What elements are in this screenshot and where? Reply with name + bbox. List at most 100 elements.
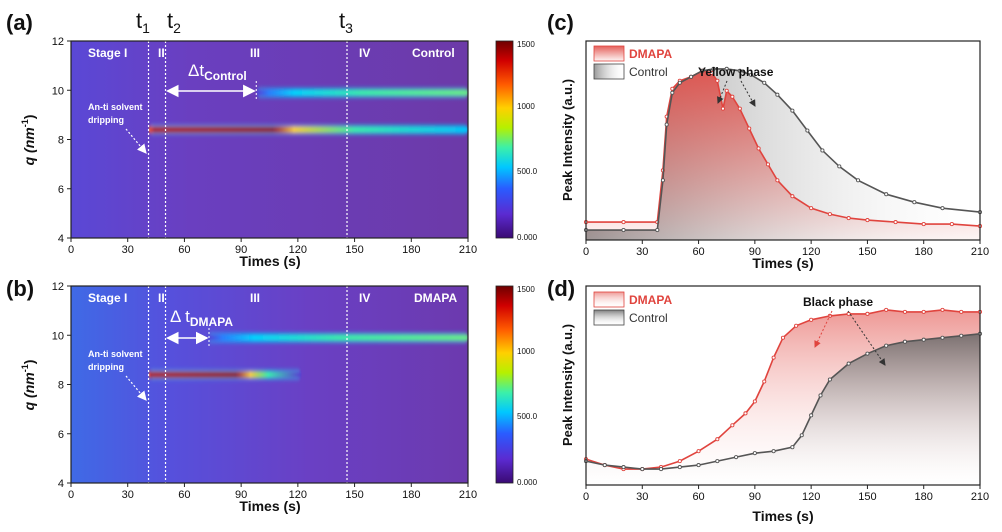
- panel-a-cb-1000: 1000: [517, 102, 535, 111]
- data-point-control: [809, 413, 814, 418]
- data-point-control: [700, 68, 705, 73]
- panel-a-stage-2: II: [158, 46, 165, 60]
- panel-a-stage-4: IV: [359, 46, 370, 60]
- data-point-control: [820, 148, 825, 153]
- data-point-dmapa: [809, 206, 814, 211]
- data-point-dmapa: [771, 355, 776, 360]
- y-tick-label: 6: [58, 184, 64, 196]
- panel-a: (a) Stage I II III IV Control t1 t2 t3 Δ…: [6, 8, 538, 269]
- data-point-dmapa: [730, 94, 735, 99]
- panel-a-bands: [148, 87, 468, 135]
- data-point-control: [921, 337, 926, 342]
- panel-b-y-ticks: 4 6 8 10 12: [52, 281, 71, 490]
- panel-b-tag: DMAPA: [414, 291, 457, 305]
- data-point-control: [799, 433, 804, 438]
- x-tick-label: 60: [692, 246, 704, 258]
- panel-d-annotation-arrow-2: [847, 310, 886, 366]
- data-point-dmapa: [730, 423, 735, 428]
- data-point-control: [664, 122, 669, 127]
- x-tick-label: 120: [289, 489, 307, 501]
- panel-a-cb-0: 0.000: [517, 233, 538, 242]
- data-point-control: [724, 66, 729, 71]
- panel-b: (b) Stage I II III IV DMAPA Δ tDMAPA An-…: [6, 276, 538, 514]
- data-point-dmapa: [709, 70, 714, 75]
- data-point-dmapa: [846, 216, 851, 221]
- data-point-control: [771, 449, 776, 454]
- panel-c-legend-swatch-control: [593, 63, 625, 80]
- data-point-control: [790, 108, 795, 113]
- series-line-control: [586, 68, 981, 231]
- y-tick-label: 4: [58, 478, 64, 490]
- panel-d-legend-control: Control: [629, 311, 668, 325]
- heatmap-band: [256, 89, 468, 96]
- series-line-dmapa: [586, 69, 981, 227]
- panel-b-ylabel: q (nm-1): [20, 360, 37, 411]
- data-point-dmapa: [827, 212, 832, 217]
- data-point-control: [658, 467, 664, 472]
- panel-d-label: (d): [547, 276, 575, 301]
- panel-b-stage-3: III: [250, 291, 260, 305]
- panel-b-x-ticks: 0 30 60 90 120 150 180 210: [68, 483, 477, 501]
- panel-c-series: [583, 66, 983, 241]
- x-tick-label: 210: [459, 244, 477, 256]
- data-point-control: [884, 343, 889, 348]
- x-tick-label: 180: [402, 244, 420, 256]
- t2-mark: t2: [167, 8, 181, 36]
- data-point-dmapa: [780, 335, 786, 340]
- panel-a-colorbar: [495, 40, 514, 239]
- data-point-control: [677, 80, 682, 85]
- panel-c-frame: [585, 40, 981, 241]
- data-point-dmapa: [884, 307, 889, 312]
- series-line-control: [585, 333, 981, 470]
- data-point-control: [865, 351, 870, 356]
- data-point-control: [902, 339, 908, 344]
- x-tick-label: 30: [636, 491, 648, 503]
- data-point-control: [855, 178, 861, 183]
- panel-b-annotation-line2: dripping: [88, 362, 124, 372]
- x-tick-label: 90: [749, 246, 761, 258]
- data-point-control: [670, 90, 675, 95]
- panel-a-label: (a): [6, 10, 33, 35]
- panel-d-legend-swatch-control: [593, 309, 625, 326]
- panel-d-ylabel: Peak Intensity (a.u.): [560, 324, 575, 446]
- x-tick-label: 150: [858, 246, 876, 258]
- panel-a-y-ticks: 4 6 8 10 12: [52, 36, 71, 245]
- data-point-control: [775, 92, 780, 97]
- y-tick-label: 8: [58, 380, 64, 392]
- x-tick-label: 0: [583, 491, 589, 503]
- data-point-control: [940, 335, 945, 340]
- data-point-dmapa: [902, 309, 908, 314]
- data-point-dmapa: [724, 88, 729, 93]
- data-point-dmapa: [756, 146, 761, 151]
- data-point-control: [752, 451, 757, 456]
- panel-c-xlabel: Times (s): [752, 255, 813, 271]
- x-tick-label: 90: [749, 491, 761, 503]
- t3-mark: t3: [339, 8, 353, 36]
- data-point-dmapa: [940, 307, 945, 312]
- panel-a-xlabel: Times (s): [239, 253, 300, 269]
- x-tick-label: 0: [68, 244, 74, 256]
- data-point-control: [696, 463, 701, 468]
- x-tick-label: 150: [345, 244, 363, 256]
- panel-d: (d) DMAPA Control Black phase 0 30 60 90 120…: [547, 276, 989, 524]
- panel-b-cb-1000: 1000: [517, 347, 535, 356]
- x-tick-label: 60: [178, 244, 190, 256]
- data-point-control: [677, 465, 682, 470]
- panel-b-delta-label: Δ tDMAPA: [170, 307, 233, 329]
- y-tick-label: 8: [58, 135, 64, 147]
- data-point-control: [660, 178, 665, 183]
- data-point-dmapa: [762, 379, 767, 384]
- x-tick-label: 90: [235, 489, 247, 501]
- panel-a-stage-3: III: [250, 46, 260, 60]
- data-point-control: [621, 227, 626, 233]
- y-tick-label: 12: [52, 281, 64, 293]
- panel-c-x-ticks: 0 30 60 90 120 150 180 210: [583, 240, 989, 258]
- x-tick-label: 150: [345, 489, 363, 501]
- panel-b-bands: [148, 332, 468, 380]
- data-point-dmapa: [752, 399, 757, 404]
- data-point-control: [790, 445, 795, 450]
- data-point-dmapa: [775, 178, 780, 183]
- panel-d-annotation-arrow-1: [814, 310, 833, 348]
- x-tick-label: 210: [971, 246, 989, 258]
- y-tick-label: 10: [52, 330, 64, 342]
